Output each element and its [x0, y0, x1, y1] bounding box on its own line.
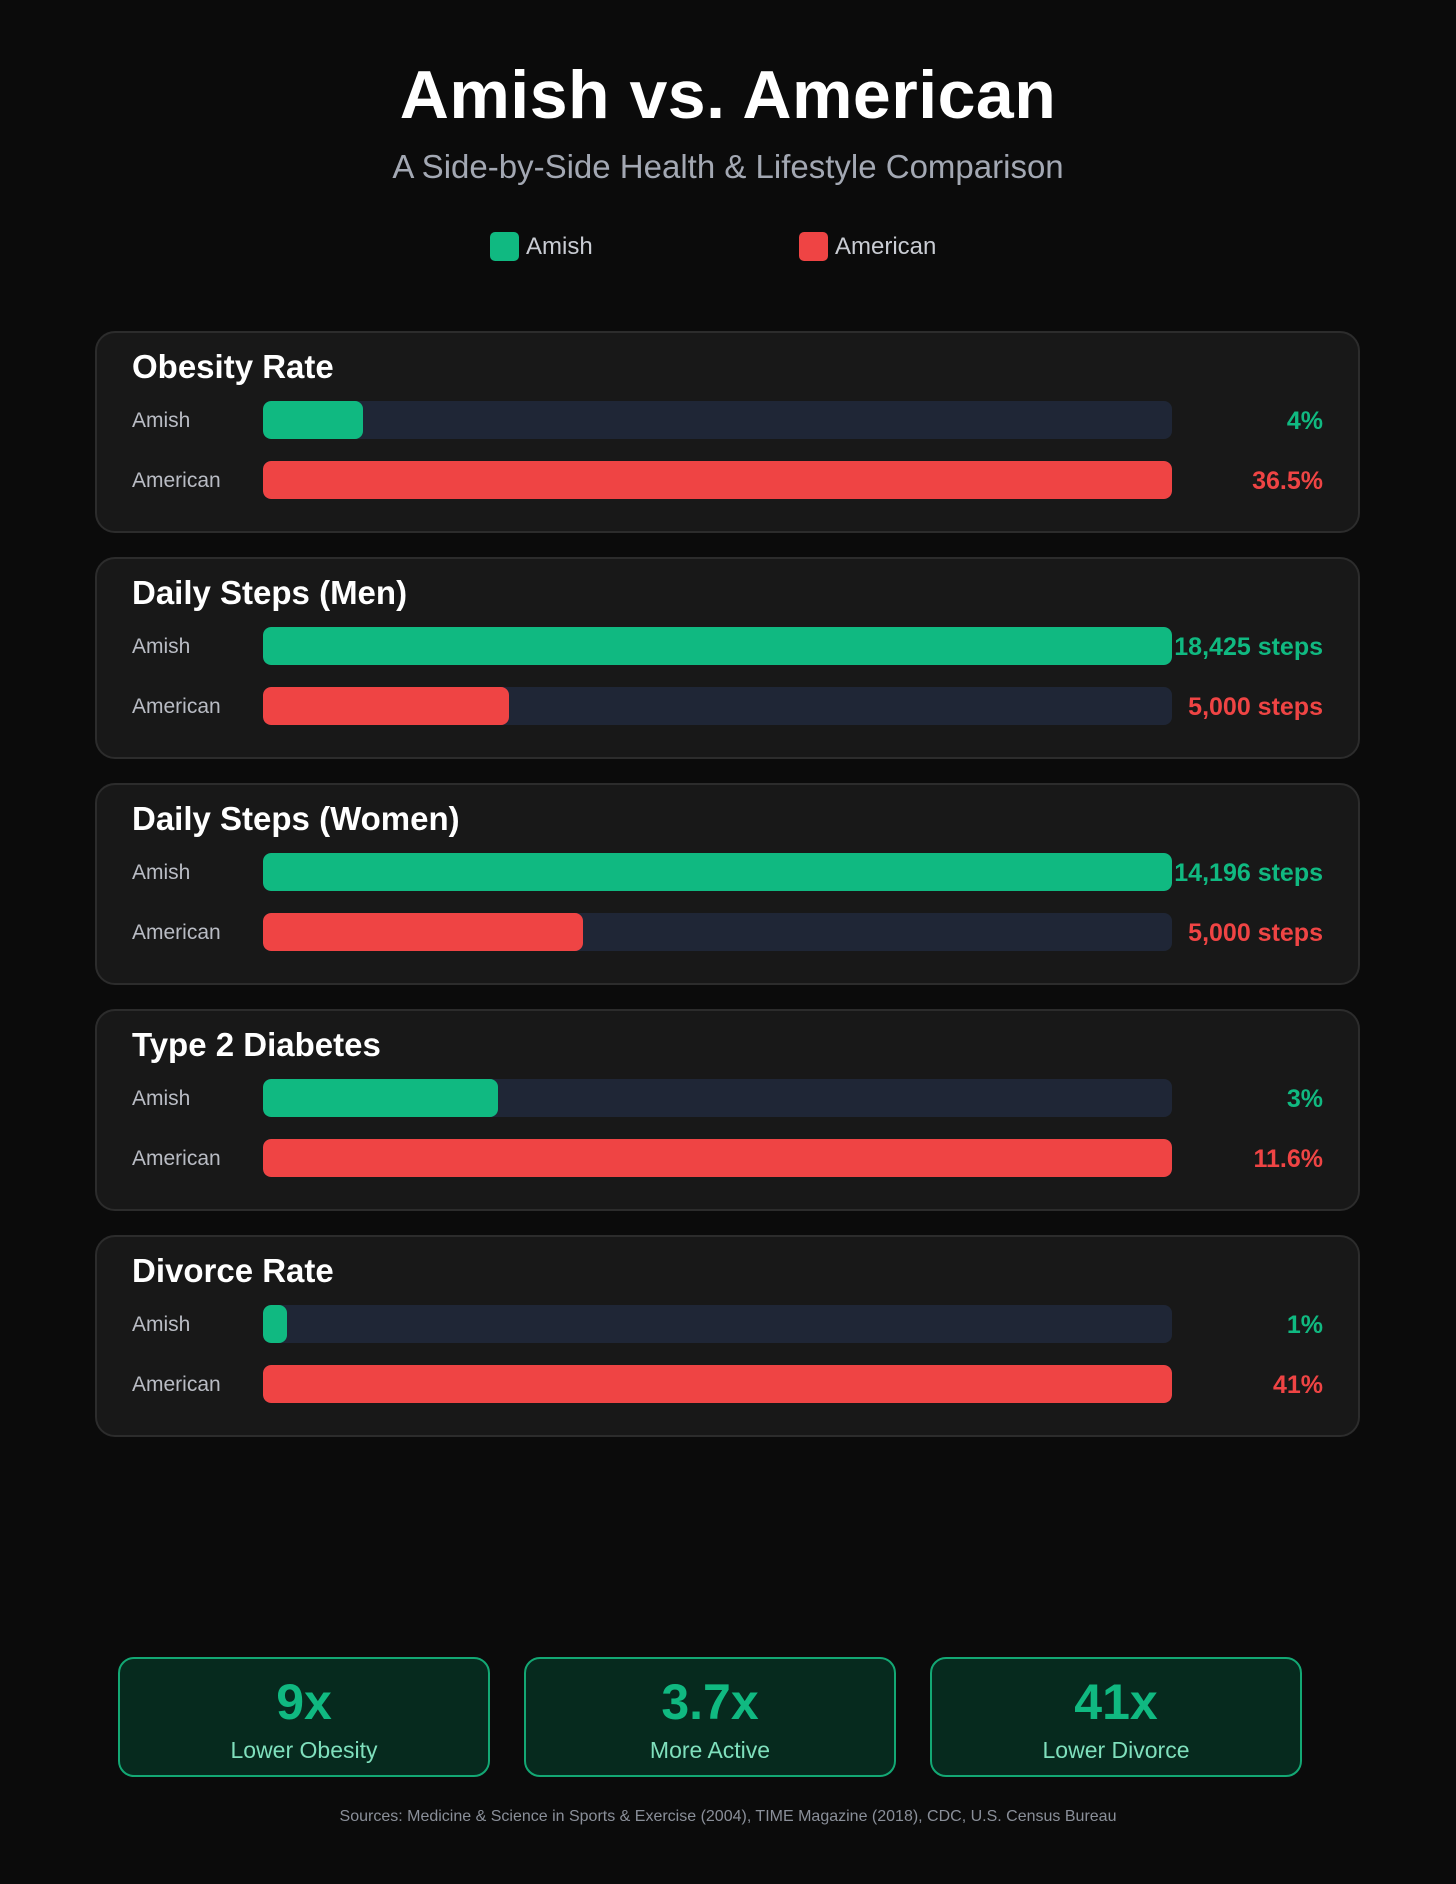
legend-label-amish: Amish [526, 232, 593, 260]
legend-label-american: American [835, 232, 937, 260]
page-title: Amish vs. American [399, 57, 1057, 133]
bar-fill-amish [263, 1305, 287, 1343]
bar-track [263, 1139, 1172, 1177]
row-label: Amish [132, 1087, 191, 1110]
bar-row-amish: Amish 14,196 steps [97, 853, 1358, 893]
stat-value: 9x [276, 1674, 332, 1730]
stat-value: 3.7x [661, 1674, 759, 1730]
row-label: American [132, 469, 221, 492]
bar-row-american: American 36.5% [97, 461, 1358, 501]
bar-row-american: American 11.6% [97, 1139, 1358, 1179]
bar-track [263, 1079, 1172, 1117]
panel-daily-steps-men: Daily Steps (Men) Amish 18,425 steps Ame… [95, 557, 1360, 759]
bar-fill-american [263, 913, 583, 951]
panel-title: Daily Steps (Men) [132, 574, 408, 611]
bar-row-amish: Amish 18,425 steps [97, 627, 1358, 667]
value-label-amish: 3% [1286, 1085, 1323, 1113]
panel-obesity-rate: Obesity Rate Amish 4% American 36.5% [95, 331, 1360, 533]
value-label-american: 5,000 steps [1188, 919, 1323, 947]
bar-row-american: American 5,000 steps [97, 687, 1358, 727]
legend-item-american: American [799, 232, 936, 261]
bar-fill-american [263, 1139, 1172, 1177]
value-label-american: 36.5% [1252, 467, 1323, 495]
row-label: Amish [132, 861, 191, 884]
legend-swatch-american [799, 232, 828, 261]
bar-fill-american [263, 687, 510, 725]
bar-track [263, 853, 1172, 891]
value-label-amish: 18,425 steps [1174, 633, 1323, 661]
panel-title: Type 2 Diabetes [132, 1026, 381, 1063]
legend-item-amish: Amish [490, 232, 593, 261]
bar-row-american: American 41% [97, 1365, 1358, 1405]
bar-row-amish: Amish 1% [97, 1305, 1358, 1345]
stat-value: 41x [1074, 1674, 1158, 1730]
panel-divorce-rate: Divorce Rate Amish 1% American 41% [95, 1235, 1360, 1437]
bar-fill-amish [263, 1079, 499, 1117]
bar-fill-american [263, 461, 1172, 499]
bar-fill-amish [263, 401, 363, 439]
value-label-amish: 14,196 steps [1174, 859, 1323, 887]
bar-track [263, 687, 1172, 725]
bar-fill-amish [263, 853, 1172, 891]
row-label: American [132, 695, 221, 718]
stat-card-lower-divorce: 41x Lower Divorce [930, 1657, 1302, 1777]
value-label-american: 5,000 steps [1188, 693, 1323, 721]
row-label: American [132, 1373, 221, 1396]
panel-type-2-diabetes: Type 2 Diabetes Amish 3% American 11.6% [95, 1009, 1360, 1211]
panel-title: Divorce Rate [132, 1252, 334, 1289]
row-label: Amish [132, 635, 191, 658]
sources-footnote: Sources: Medicine & Science in Sports & … [339, 1808, 1117, 1825]
value-label-american: 41% [1272, 1371, 1323, 1399]
bar-fill-american [263, 1365, 1172, 1403]
value-label-amish: 1% [1286, 1311, 1323, 1339]
bar-track [263, 1365, 1172, 1403]
stat-card-lower-obesity: 9x Lower Obesity [118, 1657, 490, 1777]
bar-row-amish: Amish 4% [97, 401, 1358, 441]
value-label-amish: 4% [1286, 407, 1323, 435]
bar-row-american: American 5,000 steps [97, 913, 1358, 953]
row-label: Amish [132, 1313, 191, 1336]
bar-track [263, 461, 1172, 499]
row-label: Amish [132, 409, 191, 432]
panel-title: Daily Steps (Women) [132, 800, 460, 837]
bar-row-amish: Amish 3% [97, 1079, 1358, 1119]
row-label: American [132, 921, 221, 944]
panel-title: Obesity Rate [132, 348, 334, 385]
stat-label: More Active [649, 1737, 771, 1763]
bar-track [263, 913, 1172, 951]
stat-label: Lower Obesity [230, 1737, 378, 1763]
bar-fill-amish [263, 627, 1172, 665]
row-label: American [132, 1147, 221, 1170]
bar-track [263, 401, 1172, 439]
page-subtitle: A Side-by-Side Health & Lifestyle Compar… [392, 148, 1064, 185]
bar-track [263, 627, 1172, 665]
legend: Amish American [0, 232, 1456, 262]
stat-label: Lower Divorce [1042, 1737, 1190, 1763]
stat-card-more-active: 3.7x More Active [524, 1657, 896, 1777]
panel-daily-steps-women: Daily Steps (Women) Amish 14,196 steps A… [95, 783, 1360, 985]
bar-track [263, 1305, 1172, 1343]
value-label-american: 11.6% [1253, 1145, 1323, 1173]
legend-swatch-amish [490, 232, 519, 261]
